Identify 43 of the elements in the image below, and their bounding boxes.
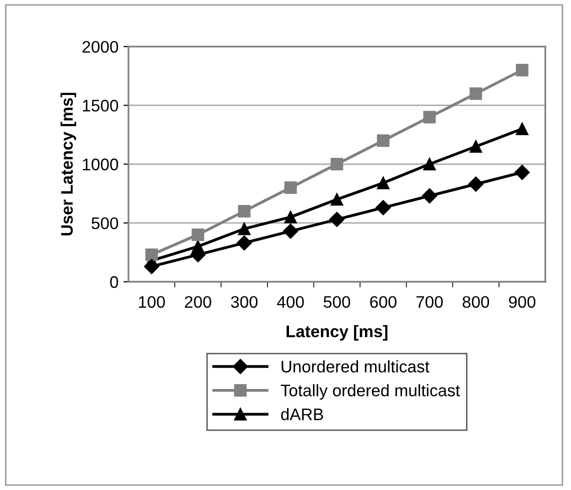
y-tick-label: 0	[110, 276, 118, 288]
y-tick-label: 1000	[82, 158, 118, 170]
point	[284, 181, 297, 194]
point	[470, 140, 482, 153]
y-tick-label: 1500	[82, 100, 118, 112]
point	[468, 176, 484, 192]
point	[514, 164, 530, 180]
point	[330, 193, 344, 206]
x-axis-title: Latency [ms]	[286, 325, 388, 341]
x-tick-label: 800	[462, 296, 490, 308]
point	[423, 158, 436, 170]
x-tick-label: 100	[139, 296, 165, 308]
point	[516, 122, 528, 136]
point	[284, 210, 297, 224]
x-tick-label: 400	[277, 296, 304, 308]
legend-label: Totally ordered multicast	[280, 384, 460, 400]
y-axis-title: User Latency [ms]	[60, 92, 76, 236]
x-tick-label: 200	[184, 296, 212, 308]
y-tick-label: 500	[92, 217, 118, 230]
x-tick-label: 700	[416, 296, 443, 308]
point	[330, 158, 344, 170]
point	[238, 204, 251, 218]
point	[145, 248, 158, 261]
x-tick-label: 500	[324, 296, 350, 308]
point	[283, 224, 298, 239]
y-tick-label: 2000	[82, 40, 118, 53]
point	[238, 222, 251, 236]
point	[423, 110, 436, 124]
point	[236, 235, 252, 251]
point	[422, 188, 438, 204]
point	[516, 64, 528, 76]
point	[376, 176, 390, 190]
point	[329, 212, 344, 227]
legend-label: Unordered multicast	[282, 360, 430, 372]
point	[470, 87, 482, 100]
point	[192, 228, 204, 241]
x-tick-label: 900	[509, 296, 536, 308]
x-tick-label: 300	[230, 296, 258, 308]
x-tick-label: 600	[370, 296, 396, 308]
legend-label: dARB	[281, 408, 324, 420]
point	[144, 258, 160, 274]
point	[376, 200, 391, 216]
point	[376, 134, 390, 147]
